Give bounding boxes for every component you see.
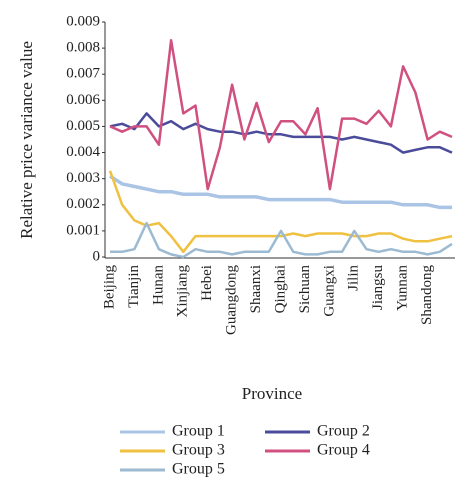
x-tick-label: Guangxi	[321, 265, 337, 317]
x-tick-label: Beijing	[101, 265, 117, 310]
x-tick-label: Hunan	[150, 265, 166, 305]
x-tick-label: Sichuan	[297, 265, 313, 314]
series-line	[109, 39, 453, 191]
legend-label: Group 5	[172, 461, 225, 478]
x-tick-label: Shandong	[419, 265, 435, 326]
legend-label: Group 2	[317, 423, 370, 440]
series-line	[109, 112, 453, 154]
x-axis-title: Province	[242, 384, 302, 403]
x-tick-label: Yunnan	[395, 265, 411, 311]
x-tick-label: Jilin	[346, 265, 362, 291]
series-line	[108, 170, 453, 254]
y-tick-label: 0.007	[66, 66, 100, 82]
x-tick-label: Jiangsu	[370, 265, 386, 311]
x-tick-label: Xinjiang	[175, 265, 191, 318]
x-tick-label: Guangdong	[224, 265, 240, 335]
legend-label: Group 1	[172, 423, 225, 440]
y-tick-label: 0.009	[66, 13, 100, 29]
series-line	[109, 174, 452, 210]
y-tick-label: 0.004	[66, 144, 100, 160]
y-tick-label: 0.003	[66, 170, 100, 186]
y-axis-title: Relative price variance value	[17, 41, 36, 239]
x-tick-label: Shaanxi	[248, 265, 264, 313]
legend-label: Group 3	[172, 442, 225, 459]
x-tick-label: Hebei	[199, 265, 215, 301]
y-tick-label: 0.005	[66, 118, 100, 134]
x-tick-label: Tianjin	[126, 265, 142, 308]
y-tick-label: 0	[93, 248, 101, 264]
y-tick-label: 0.002	[66, 196, 100, 212]
y-tick-label: 0.008	[66, 40, 100, 56]
y-tick-label: 0.006	[66, 92, 100, 108]
series-line	[110, 221, 453, 259]
legend-label: Group 4	[317, 442, 370, 459]
x-tick-label: Qinghai	[272, 265, 288, 313]
y-tick-label: 0.001	[66, 222, 100, 238]
